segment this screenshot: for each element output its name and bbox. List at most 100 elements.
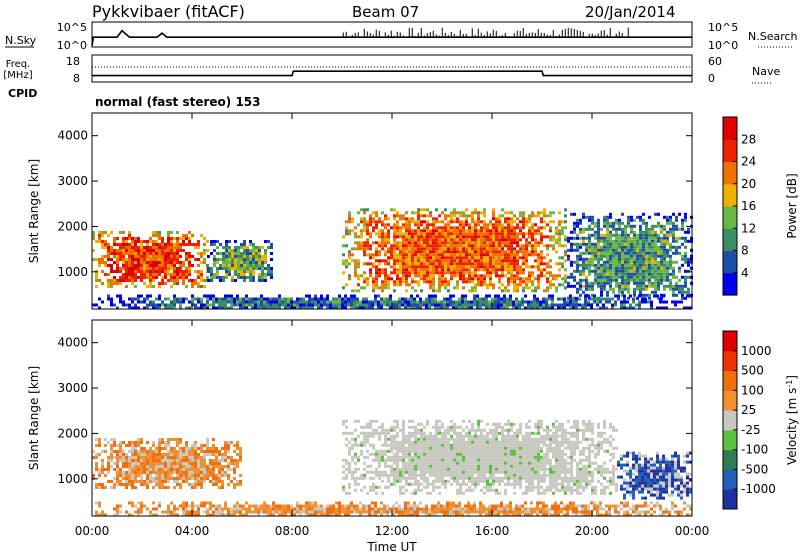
- heatmap-cell: [621, 290, 624, 294]
- heatmap-cell: [170, 465, 173, 468]
- heatmap-cell: [483, 238, 486, 242]
- heatmap-cell: [447, 238, 450, 242]
- heatmap-cell: [152, 459, 155, 462]
- heatmap-cell: [543, 235, 546, 239]
- heatmap-cell: [480, 220, 483, 224]
- heatmap-cell: [605, 297, 608, 301]
- heatmap-cell: [645, 287, 648, 291]
- heatmap-cell: [579, 278, 582, 282]
- heatmap-cell: [405, 479, 408, 483]
- heatmap-cell: [234, 258, 237, 261]
- heatmap-cell: [609, 239, 612, 243]
- freq-label: Freq.: [6, 59, 31, 70]
- heatmap-cell: [426, 476, 429, 480]
- heatmap-cell: [188, 243, 191, 246]
- heatmap-cell: [651, 257, 654, 261]
- heatmap-cell: [170, 231, 173, 234]
- heatmap-cell: [185, 453, 188, 456]
- heatmap-cell: [549, 274, 552, 278]
- heatmap-cell: [182, 474, 185, 477]
- heatmap-cell: [630, 269, 633, 273]
- heatmap-cell: [609, 245, 612, 249]
- colorbar-tick-label: 12: [741, 221, 756, 235]
- heatmap-cell: [164, 444, 167, 447]
- heatmap-cell: [420, 461, 423, 465]
- heatmap-cell: [188, 300, 191, 304]
- heatmap-cell: [272, 303, 275, 307]
- heatmap-cell: [521, 303, 524, 307]
- heatmap-cell: [501, 238, 504, 242]
- heatmap-cell: [158, 258, 161, 261]
- heatmap-cell: [194, 486, 197, 489]
- heatmap-cell: [486, 247, 489, 251]
- heatmap-cell: [579, 269, 582, 273]
- heatmap-cell: [122, 264, 125, 267]
- heatmap-cell: [489, 238, 492, 242]
- heatmap-cell: [675, 236, 678, 240]
- heatmap-cell: [536, 297, 539, 301]
- heatmap-cell: [687, 290, 690, 294]
- heatmap-cell: [516, 283, 519, 287]
- heatmap-cell: [594, 236, 597, 240]
- heatmap-cell: [396, 470, 399, 474]
- heatmap-cell: [602, 297, 605, 301]
- heatmap-cell: [215, 462, 218, 465]
- heatmap-cell: [438, 455, 441, 459]
- heatmap-cell: [158, 255, 161, 258]
- heatmap-cell: [453, 443, 456, 447]
- heatmap-cell: [402, 458, 405, 462]
- heatmap-cell: [627, 257, 630, 261]
- heatmap-cell: [651, 290, 654, 294]
- heatmap-cell: [479, 300, 482, 304]
- heatmap-cell: [122, 231, 125, 234]
- heatmap-cell: [462, 247, 465, 251]
- heatmap-cell: [438, 244, 441, 248]
- heatmap-cell: [603, 278, 606, 282]
- heatmap-cell: [149, 300, 152, 304]
- heatmap-cell: [182, 300, 185, 304]
- heatmap-cell: [399, 277, 402, 281]
- heatmap-cell: [450, 232, 453, 236]
- heatmap-cell: [116, 237, 119, 240]
- heatmap-cell: [405, 253, 408, 257]
- heatmap-cell: [228, 252, 231, 255]
- heatmap-cell: [582, 290, 585, 294]
- heatmap-cell: [510, 250, 513, 254]
- heatmap-cell: [624, 263, 627, 267]
- heatmap-cell: [588, 245, 591, 249]
- heatmap-cell: [462, 211, 465, 215]
- heatmap-cell: [252, 249, 255, 252]
- heatmap-cell: [278, 300, 281, 304]
- heatmap-cell: [155, 447, 158, 450]
- heatmap-cell: [164, 480, 167, 483]
- heatmap-cell: [534, 241, 537, 245]
- heatmap-cell: [350, 306, 353, 310]
- heatmap-cell: [408, 467, 411, 471]
- heatmap-cell: [453, 268, 456, 272]
- heatmap-cell: [173, 252, 176, 255]
- heatmap-cell: [438, 485, 441, 489]
- heatmap-cell: [642, 236, 645, 240]
- heatmap-cell: [420, 223, 423, 227]
- heatmap-cell: [501, 226, 504, 230]
- heatmap-cell: [615, 218, 618, 222]
- heatmap-cell: [438, 253, 441, 257]
- heatmap-cell: [158, 306, 161, 310]
- heatmap-cell: [131, 483, 134, 486]
- heatmap-cell: [588, 251, 591, 255]
- heatmap-cell: [206, 240, 209, 243]
- heatmap-cell: [447, 235, 450, 239]
- heatmap-cell: [441, 241, 444, 245]
- heatmap-cell: [182, 471, 185, 474]
- heatmap-cell: [134, 486, 137, 489]
- heatmap-cell: [471, 238, 474, 242]
- heatmap-cell: [390, 473, 393, 477]
- heatmap-cell: [408, 464, 411, 468]
- heatmap-cell: [387, 443, 390, 447]
- heatmap-cell: [113, 444, 116, 447]
- heatmap-cell: [621, 212, 624, 216]
- heatmap-cell: [134, 279, 137, 282]
- heatmap-cell: [687, 239, 690, 243]
- heatmap-cell: [393, 226, 396, 230]
- heatmap-cell: [660, 269, 663, 273]
